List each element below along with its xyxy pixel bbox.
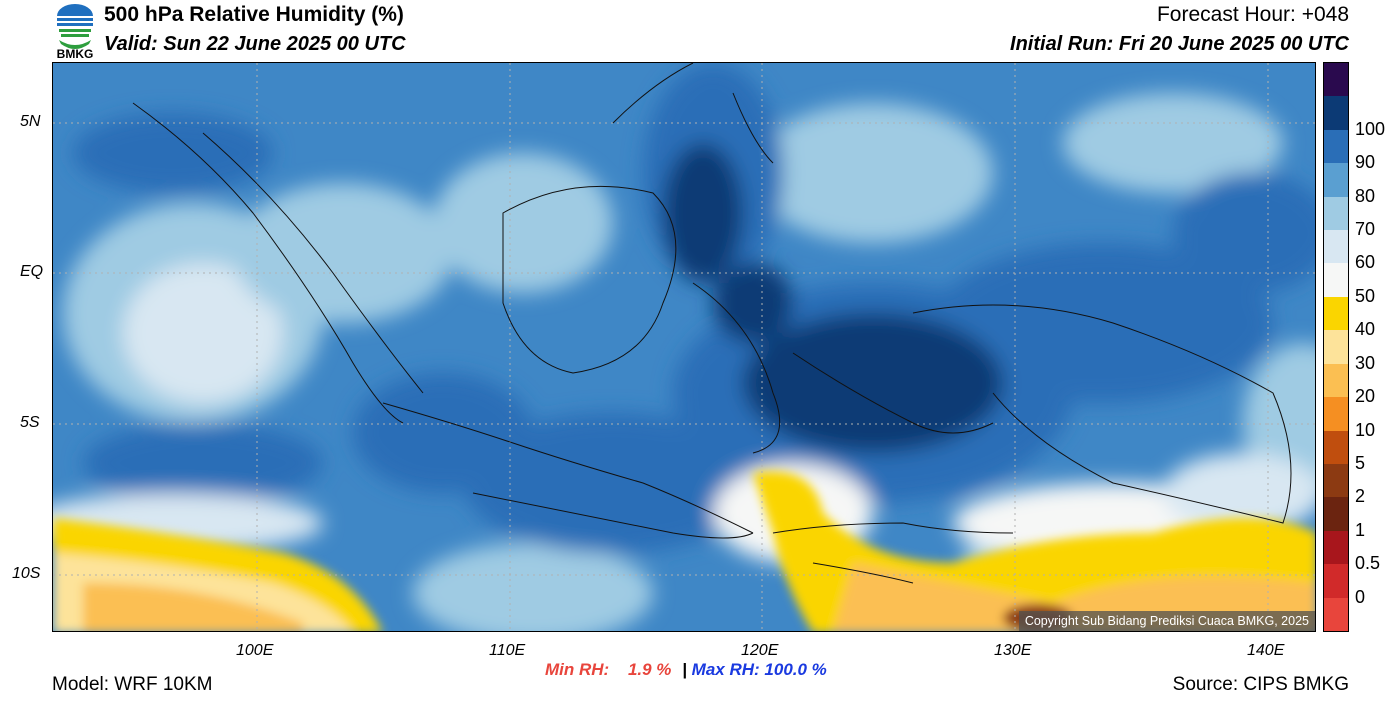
- colorbar-label: 30: [1355, 352, 1376, 373]
- colorbar-label: 1: [1355, 519, 1366, 540]
- humidity-field: [53, 63, 1315, 631]
- bmkg-logo: BMKG: [51, 2, 99, 61]
- colorbar-segment: [1324, 430, 1348, 464]
- colorbar-label: 0: [1355, 586, 1366, 607]
- colorbar-segment: [1324, 597, 1348, 631]
- y-tick-eq: EQ: [20, 263, 44, 280]
- colorbar-segment: [1324, 62, 1348, 97]
- colorbar-segment: [1324, 95, 1348, 130]
- max-rh-value: 100.0 %: [764, 660, 827, 679]
- colorbar-segment: [1324, 329, 1348, 364]
- colorbar-label: 70: [1355, 219, 1376, 240]
- min-rh-label: Min RH:: [545, 660, 610, 679]
- colorbar-label: 40: [1355, 319, 1376, 340]
- x-tick-130e: 130E: [994, 642, 1032, 659]
- logo-text: BMKG: [56, 47, 94, 61]
- colorbar-label: 50: [1355, 285, 1376, 306]
- colorbar-segment: [1324, 196, 1348, 231]
- source-label: Source: CIPS BMKG: [1172, 674, 1349, 695]
- colorbar-segment: [1324, 129, 1348, 164]
- colorbar-segment: [1324, 296, 1348, 331]
- humidity-map[interactable]: Copyright Sub Bidang Prediksi Cuaca BMKG…: [52, 62, 1316, 632]
- x-tick-140e: 140E: [1247, 642, 1285, 659]
- colorbar-segment: [1324, 463, 1348, 498]
- colorbar: [1323, 62, 1349, 632]
- colorbar-segment: [1324, 496, 1348, 531]
- bmkg-logo-icon: [57, 4, 93, 49]
- x-tick-120e: 120E: [741, 642, 779, 659]
- x-tick-110e: 110E: [489, 642, 526, 659]
- forecast-hour: Forecast Hour: +048: [1156, 3, 1349, 26]
- colorbar-label: 0.5: [1355, 553, 1381, 574]
- colorbar-label: 60: [1355, 252, 1376, 273]
- coastlines: [132, 63, 1292, 584]
- colorbar-label: 5: [1355, 452, 1366, 473]
- colorbar-label: 20: [1355, 386, 1376, 407]
- x-tick-100e: 100E: [236, 642, 274, 659]
- colorbar-segment: [1324, 363, 1348, 398]
- page-title: 500 hPa Relative Humidity (%): [104, 3, 404, 26]
- colorbar-label: 80: [1355, 185, 1376, 206]
- colorbar-segment: [1324, 563, 1348, 598]
- colorbar-label: 10: [1355, 419, 1376, 440]
- initial-run: Initial Run: Fri 20 June 2025 00 UTC: [1010, 33, 1349, 55]
- rh-stats: Min RH: 1.9 % | Max RH: 100.0 %: [545, 660, 827, 680]
- colorbar-segment: [1324, 229, 1348, 264]
- colorbar-label: 90: [1355, 152, 1376, 173]
- colorbar-label: 100: [1355, 118, 1386, 139]
- colorbar-segment: [1324, 530, 1348, 565]
- colorbar-segment: [1324, 162, 1348, 197]
- colorbar-segment: [1324, 396, 1348, 431]
- y-tick-5n: 5N: [20, 113, 41, 130]
- y-tick-5s: 5S: [20, 414, 40, 431]
- graticule: [53, 63, 1315, 631]
- valid-time: Valid: Sun 22 June 2025 00 UTC: [104, 33, 406, 55]
- copyright-label: Copyright Sub Bidang Prediksi Cuaca BMKG…: [1018, 611, 1315, 631]
- colorbar-segment: [1324, 262, 1348, 297]
- stats-separator: |: [682, 660, 687, 679]
- colorbar-label: 2: [1355, 486, 1366, 507]
- model-label: Model: WRF 10KM: [52, 674, 213, 695]
- y-tick-10s: 10S: [12, 565, 41, 582]
- min-rh-value: 1.9 %: [627, 660, 672, 679]
- max-rh-label: Max RH:: [691, 660, 760, 679]
